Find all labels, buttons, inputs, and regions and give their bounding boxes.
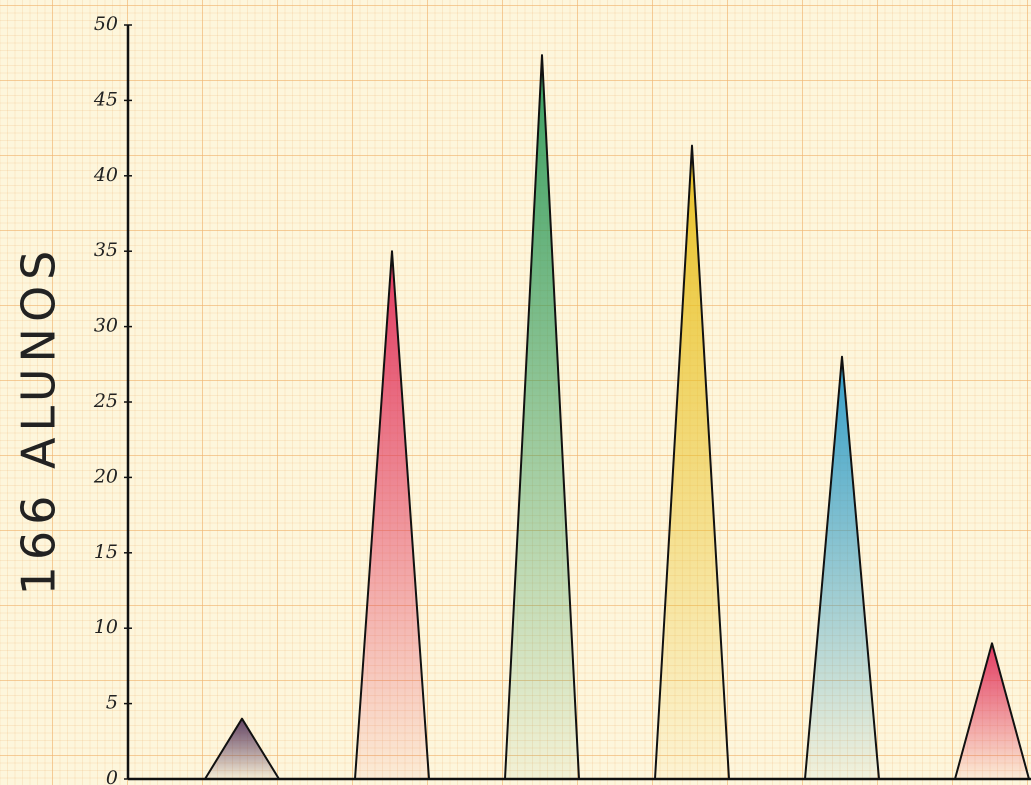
peak [355,251,429,779]
peak [655,146,729,779]
y-tick-label: 40 [93,164,118,186]
y-tick-label: 45 [93,88,118,110]
peak [805,357,879,779]
y-tick-label: 30 [94,315,118,337]
y-tick-label: 50 [94,13,118,35]
y-tick-label: 5 [106,692,118,714]
chart: 166 ALUNOS 0 5 10 15 20 25 30 35 40 45 50 [0,0,1031,785]
y-tick-label: 25 [93,390,118,412]
y-tick-label: 20 [93,465,118,487]
peak [505,55,579,779]
peak [955,643,1029,779]
y-axis-label: 166 ALUNOS [12,245,66,596]
peak [205,719,279,779]
y-tick-label: 10 [94,616,118,638]
y-tick-label: 0 [106,767,118,785]
y-tick-label: 15 [94,541,118,563]
y-tick-label: 35 [94,239,118,261]
